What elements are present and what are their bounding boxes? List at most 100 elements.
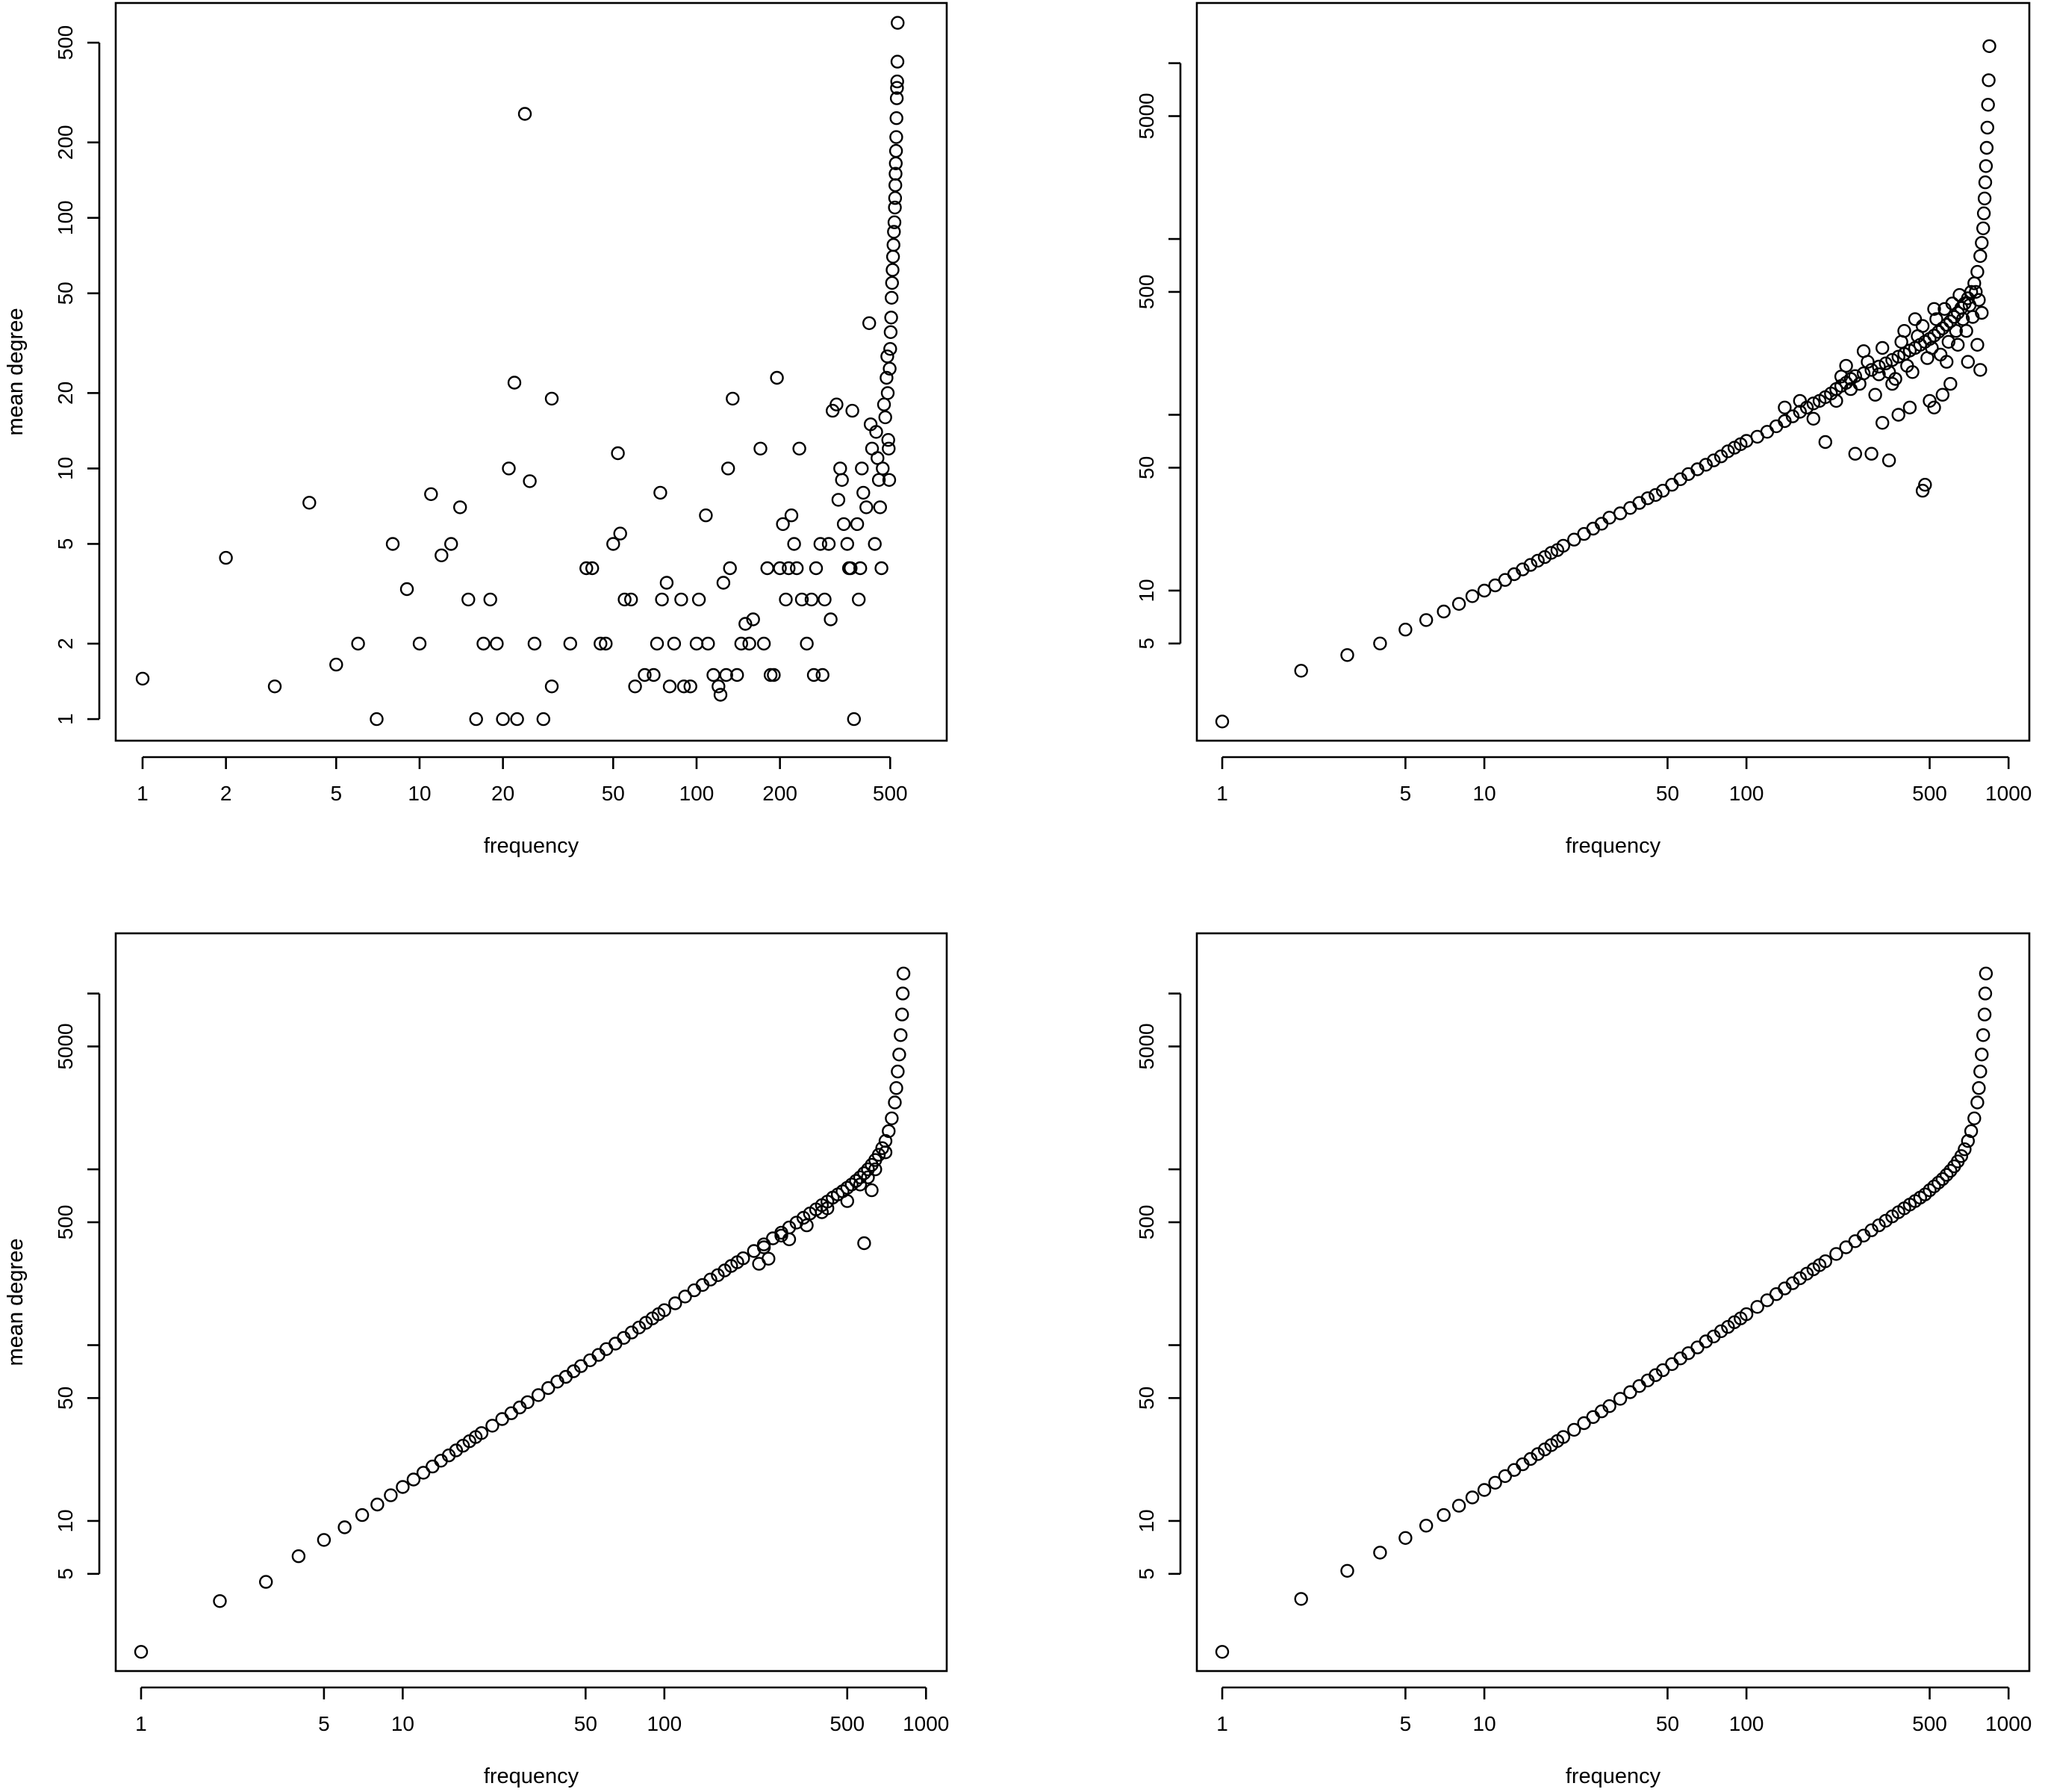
data-point bbox=[716, 576, 731, 590]
data-point bbox=[399, 582, 414, 597]
data-point bbox=[1939, 317, 1954, 332]
data-point bbox=[890, 55, 905, 69]
data-point bbox=[1567, 1422, 1581, 1437]
data-point bbox=[213, 1594, 227, 1608]
y-tick-label: 5000 bbox=[54, 1023, 77, 1069]
data-point bbox=[889, 91, 904, 105]
data-point bbox=[756, 636, 771, 651]
data-point bbox=[1498, 1469, 1513, 1484]
data-point bbox=[613, 526, 627, 541]
data-point bbox=[890, 74, 904, 89]
data-point bbox=[1640, 491, 1655, 505]
data-point bbox=[1818, 435, 1833, 449]
y-tick-label: 500 bbox=[54, 1205, 77, 1240]
data-point bbox=[1935, 388, 1950, 402]
data-point bbox=[882, 473, 897, 487]
data-point bbox=[1477, 583, 1492, 598]
data-point bbox=[885, 1111, 899, 1126]
data-point bbox=[887, 225, 901, 239]
data-point bbox=[1750, 1300, 1764, 1314]
data-point bbox=[1864, 447, 1879, 461]
x-tick-label: 100 bbox=[1729, 1712, 1764, 1735]
data-point bbox=[868, 537, 882, 551]
data-point bbox=[1623, 501, 1637, 515]
data-point bbox=[502, 461, 516, 476]
x-tick-label: 1 bbox=[135, 1712, 147, 1735]
data-point bbox=[426, 1459, 440, 1474]
y-tick-label: 20 bbox=[54, 382, 77, 405]
data-point bbox=[507, 376, 522, 390]
data-point bbox=[1465, 1490, 1480, 1505]
data-point bbox=[678, 1289, 692, 1304]
data-point bbox=[726, 391, 740, 406]
data-point bbox=[800, 636, 814, 651]
x-tick-label: 500 bbox=[829, 1712, 865, 1735]
plot-frame bbox=[1195, 932, 2031, 1673]
data-point bbox=[267, 679, 282, 694]
data-point bbox=[1943, 376, 1958, 391]
data-point bbox=[857, 1236, 871, 1251]
plot-frame bbox=[114, 932, 948, 1673]
data-point bbox=[668, 1296, 682, 1310]
data-point bbox=[1451, 597, 1466, 611]
data-point bbox=[1437, 604, 1451, 619]
data-point bbox=[878, 410, 892, 425]
x-tick-label: 100 bbox=[679, 782, 715, 805]
data-point bbox=[449, 1443, 464, 1457]
data-point bbox=[853, 1177, 868, 1192]
y-tick-label: 5000 bbox=[1135, 93, 1158, 139]
data-point bbox=[527, 636, 542, 651]
x-tick-label: 10 bbox=[1473, 782, 1496, 805]
data-point bbox=[337, 1520, 352, 1534]
data-point bbox=[1785, 409, 1800, 423]
y-tick-label: 5 bbox=[54, 538, 77, 550]
y-tick-label: 10 bbox=[54, 457, 77, 480]
data-point bbox=[874, 561, 888, 576]
x-axis-title: frequency bbox=[1566, 834, 1661, 858]
data-point bbox=[1398, 1531, 1413, 1546]
data-point bbox=[1488, 1475, 1502, 1490]
data-point bbox=[632, 1320, 647, 1335]
data-point bbox=[767, 668, 781, 682]
data-point bbox=[1939, 355, 1954, 369]
plot-frame bbox=[1195, 1, 2031, 742]
x-tick-label: 50 bbox=[1656, 782, 1679, 805]
data-point bbox=[655, 592, 669, 607]
data-point bbox=[815, 668, 829, 682]
data-point bbox=[1915, 484, 1930, 498]
data-point bbox=[385, 537, 400, 551]
data-point bbox=[1979, 159, 1993, 173]
data-point bbox=[1932, 325, 1946, 339]
x-axis-title: frequency bbox=[484, 1764, 579, 1788]
data-point bbox=[1925, 340, 1939, 355]
x-tick-label: 5 bbox=[330, 782, 342, 805]
data-point bbox=[1949, 324, 1964, 338]
data-point bbox=[885, 263, 900, 277]
plot-frame bbox=[114, 1, 948, 742]
y-tick-label: 5 bbox=[54, 1568, 77, 1580]
data-point bbox=[779, 592, 793, 607]
data-point bbox=[862, 316, 877, 330]
data-point bbox=[1556, 1430, 1571, 1444]
data-point bbox=[891, 16, 905, 30]
data-point bbox=[662, 679, 677, 694]
data-point bbox=[1976, 1028, 1990, 1042]
x-tick-label: 500 bbox=[1912, 782, 1947, 805]
data-point bbox=[806, 668, 821, 682]
data-point bbox=[818, 592, 832, 607]
data-point bbox=[424, 487, 438, 501]
data-point bbox=[469, 712, 483, 727]
data-point bbox=[1976, 206, 1991, 220]
y-tick-label: 10 bbox=[1135, 1509, 1158, 1532]
x-tick-label: 1 bbox=[1216, 782, 1228, 805]
data-point bbox=[887, 215, 902, 229]
data-point bbox=[1977, 1007, 1992, 1021]
y-tick-label: 100 bbox=[54, 200, 77, 235]
data-point bbox=[883, 361, 897, 376]
data-point bbox=[1398, 623, 1413, 637]
data-point bbox=[1665, 1357, 1679, 1372]
data-point bbox=[829, 397, 844, 411]
data-point bbox=[370, 712, 384, 727]
x-tick-label: 20 bbox=[491, 782, 514, 805]
data-point bbox=[1932, 1175, 1946, 1190]
